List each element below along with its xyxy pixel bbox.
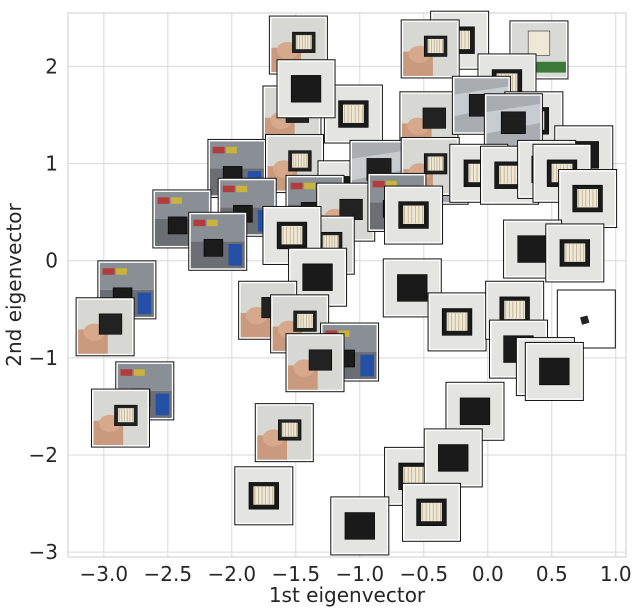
thumbnail-point (384, 185, 444, 245)
x-axis-label: 1st eigenvector (269, 583, 426, 607)
x-tick-label: −3.0 (80, 562, 129, 586)
y-tick-label: 1 (45, 152, 58, 176)
thumbnail-point (401, 482, 461, 542)
thumbnail-point (556, 289, 616, 349)
thumbnail-point (75, 297, 135, 357)
y-tick-label: 2 (45, 54, 58, 78)
thumbnail-point (188, 211, 248, 271)
thumbnail-point (90, 388, 150, 448)
y-tick-label: 0 (45, 249, 58, 273)
y-tick-label: −3 (29, 540, 58, 564)
x-tick-label: −1.0 (336, 562, 385, 586)
thumbnail-points (75, 10, 618, 556)
y-tick-label: −2 (29, 443, 58, 467)
thumbnail-point (427, 292, 487, 352)
thumbnail-point (276, 59, 336, 119)
x-tick-label: 0.0 (472, 562, 504, 586)
thumbnail-point (524, 341, 584, 401)
thumbnail-point (330, 496, 390, 556)
x-tick-label: −1.5 (272, 562, 321, 586)
thumbnail-point (254, 403, 314, 463)
plot-frame (67, 12, 627, 558)
thumbnail-point (509, 20, 569, 80)
x-tick-label: 1.0 (600, 562, 632, 586)
x-tick-label: 0.5 (536, 562, 568, 586)
thumbnail-point (285, 333, 345, 393)
thumbnail-point (483, 93, 543, 153)
thumbnail-point (545, 223, 605, 283)
y-tick-label: −1 (29, 346, 58, 370)
x-tick-label: −2.5 (144, 562, 193, 586)
thumbnail-point (234, 466, 294, 526)
x-tick-label: −2.0 (208, 562, 257, 586)
y-axis-label: 2nd eigenvector (2, 203, 26, 367)
thumbnail-point (423, 428, 483, 488)
thumbnail-point (558, 169, 618, 229)
tick-labels: −3.0 −2.5 −2.0 −1.5 −1.0 −0.5 0.0 0.5 1.0 −3 −2 −1 0… (29, 54, 632, 586)
thumbnail-point (400, 19, 460, 79)
x-tick-label: −0.5 (399, 562, 448, 586)
